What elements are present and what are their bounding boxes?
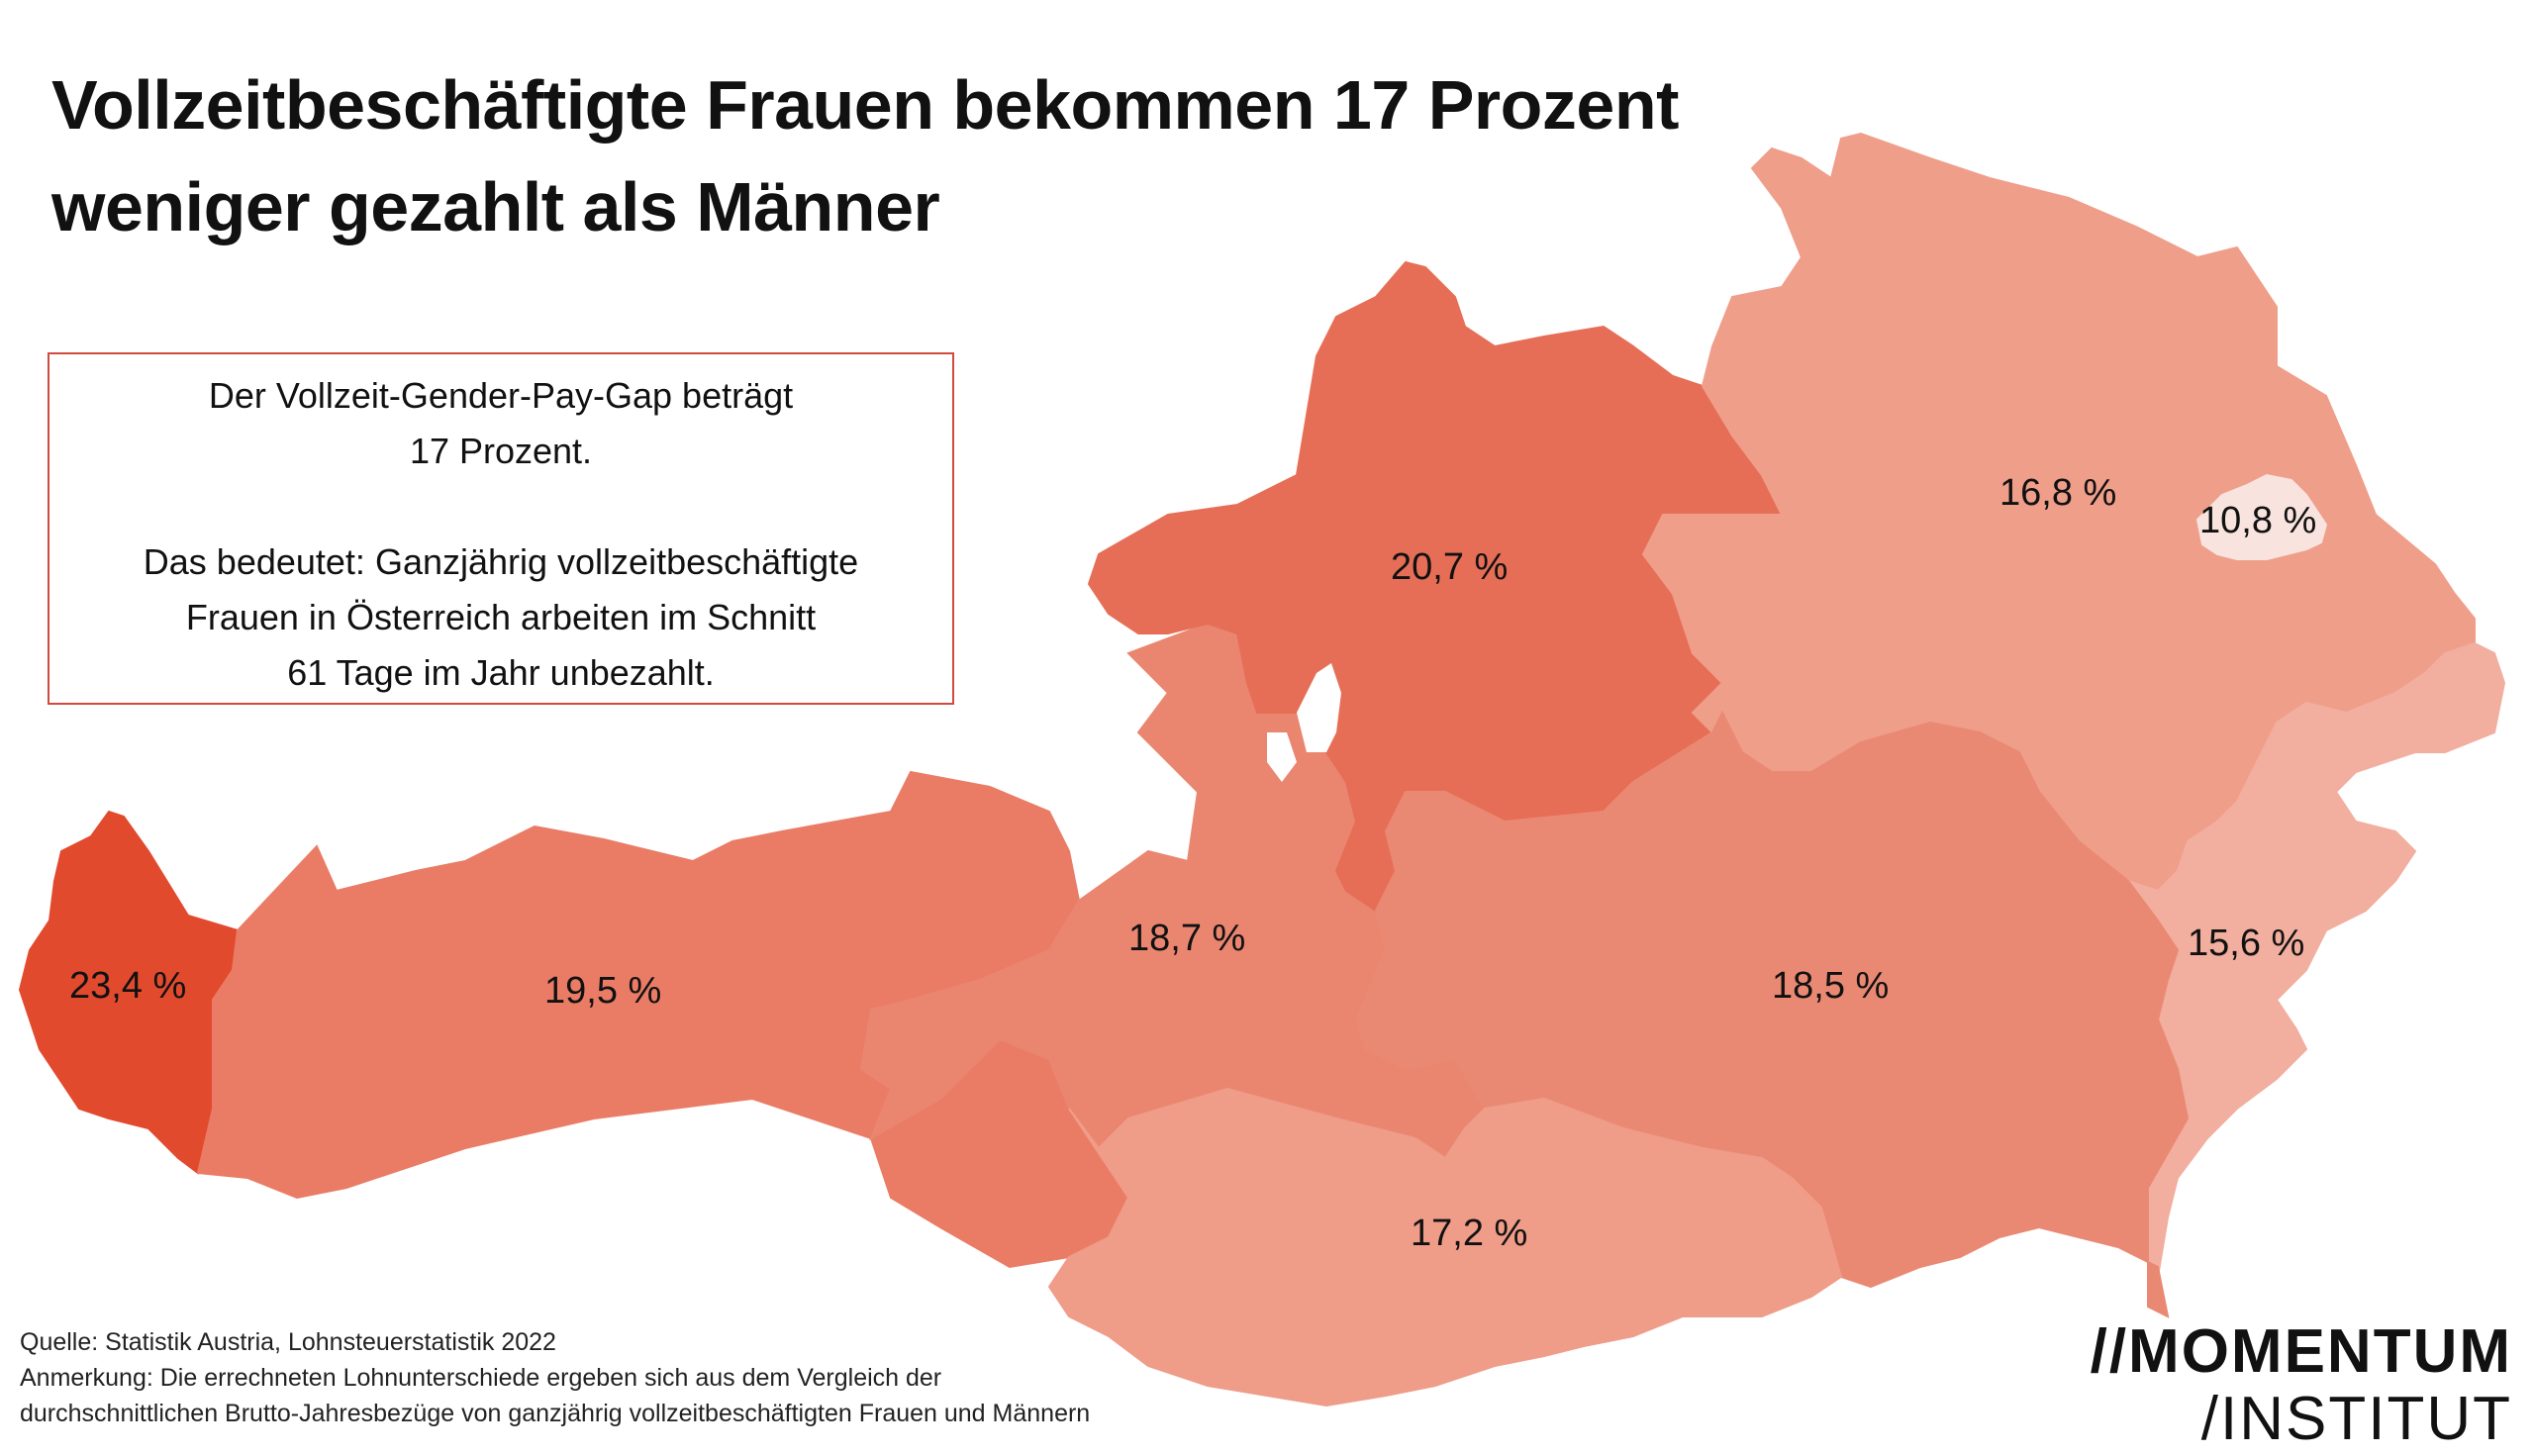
logo-line-1: //MOMENTUM <box>2091 1318 2512 1386</box>
label-burgenland: 15,6 % <box>2188 922 2304 964</box>
lake-attersee <box>1297 663 1341 752</box>
info-box: Der Vollzeit-Gender-Pay-Gap beträgt 17 P… <box>48 352 954 705</box>
label-wien: 10,8 % <box>2199 500 2316 541</box>
label-vorarlberg: 23,4 % <box>69 965 186 1007</box>
region-labels: 23,4 % 19,5 % 18,7 % 20,7 % 16,8 % 10,8 … <box>69 472 2316 1254</box>
title-line-1: Vollzeitbeschäftigte Frauen bekommen 17 … <box>51 66 1679 144</box>
momentum-logo: //MOMENTUM /INSTITUT <box>2091 1318 2512 1453</box>
remark-line-1: Anmerkung: Die errechneten Lohnunterschi… <box>20 1364 942 1392</box>
logo-word: MOMENTUM <box>2128 1317 2512 1386</box>
label-kaernten: 17,2 % <box>1411 1213 1527 1254</box>
info-line-2: 17 Prozent. <box>409 431 593 471</box>
label-steiermark: 18,5 % <box>1772 965 1889 1007</box>
info-line-5: 61 Tage im Jahr unbezahlt. <box>287 652 715 693</box>
logo-line-2: /INSTITUT <box>2200 1385 2512 1453</box>
label-oberoesterreich: 20,7 % <box>1391 546 1508 588</box>
info-line-4: Frauen in Österreich arbeiten im Schnitt <box>185 597 817 637</box>
label-tirol: 19,5 % <box>544 970 661 1012</box>
region-steiermark <box>1354 710 2190 1318</box>
remark-line-2: durchschnittlichen Brutto-Jahresbezüge v… <box>20 1400 1091 1427</box>
source-note: Quelle: Statistik Austria, Lohnsteuersta… <box>20 1328 556 1356</box>
region-wien <box>2195 473 2328 560</box>
label-salzburg: 18,7 % <box>1128 918 1245 959</box>
label-niederoesterreich: 16,8 % <box>1999 472 2116 514</box>
footer-notes: Quelle: Statistik Austria, Lohnsteuersta… <box>20 1324 1090 1431</box>
info-line-1: Der Vollzeit-Gender-Pay-Gap beträgt <box>208 375 794 416</box>
lake-traunsee <box>1267 732 1297 782</box>
title-line-2: weniger gezahlt als Männer <box>51 168 940 245</box>
logo-prefix: // <box>2090 1317 2129 1386</box>
region-kaernten <box>1047 1087 1843 1407</box>
info-line-3: Das bedeutet: Ganzjährig vollzeitbeschäf… <box>143 541 859 582</box>
page-title: Vollzeitbeschäftigte Frauen bekommen 17 … <box>51 54 1734 258</box>
